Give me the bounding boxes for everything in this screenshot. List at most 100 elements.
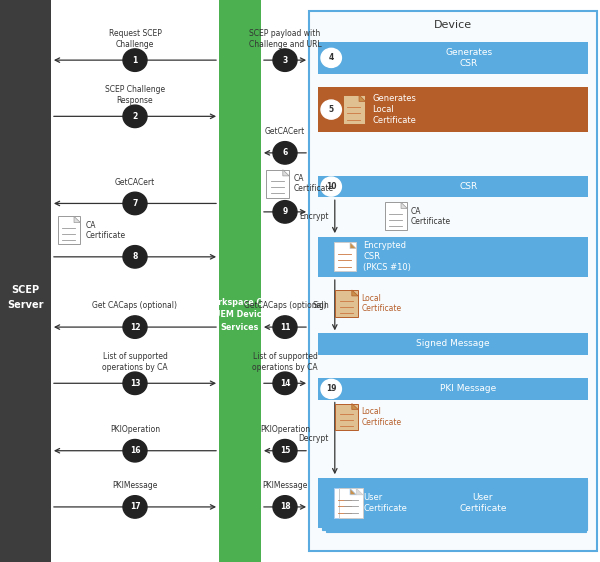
FancyBboxPatch shape <box>318 478 588 528</box>
Text: Encrypt: Encrypt <box>299 212 329 221</box>
Circle shape <box>273 49 297 71</box>
Text: GetCACert: GetCACert <box>115 178 155 187</box>
Text: CSR: CSR <box>460 182 478 191</box>
FancyBboxPatch shape <box>266 170 289 198</box>
Text: 11: 11 <box>280 323 290 332</box>
Polygon shape <box>359 95 365 101</box>
Polygon shape <box>356 488 363 495</box>
FancyBboxPatch shape <box>318 478 588 528</box>
Text: 3: 3 <box>283 56 287 65</box>
Text: 4: 4 <box>329 53 334 62</box>
Text: Workspace ONE
UEM Device
Services: Workspace ONE UEM Device Services <box>205 298 275 332</box>
Text: 1: 1 <box>133 56 137 65</box>
Text: 5: 5 <box>329 105 334 114</box>
Circle shape <box>273 496 297 518</box>
Text: Decrypt: Decrypt <box>298 434 329 443</box>
Text: Request SCEP
Challenge: Request SCEP Challenge <box>109 29 161 49</box>
FancyBboxPatch shape <box>219 0 261 562</box>
FancyBboxPatch shape <box>318 42 588 74</box>
Text: Encrypted
CSR
(PKCS #10): Encrypted CSR (PKCS #10) <box>363 241 411 273</box>
Text: CA
Certificate: CA Certificate <box>294 174 334 193</box>
Text: Device: Device <box>434 20 472 30</box>
FancyBboxPatch shape <box>318 333 588 355</box>
Text: CA
Certificate: CA Certificate <box>411 207 451 226</box>
Text: GetCACert: GetCACert <box>265 127 305 136</box>
Text: 15: 15 <box>280 446 290 455</box>
Text: SCEP
Server: SCEP Server <box>7 285 44 310</box>
Text: 14: 14 <box>280 379 290 388</box>
Text: PKIMessage: PKIMessage <box>112 481 158 490</box>
Circle shape <box>123 192 147 215</box>
Text: PKIMessage: PKIMessage <box>262 481 308 490</box>
Text: 10: 10 <box>326 182 337 191</box>
FancyBboxPatch shape <box>335 404 358 430</box>
Polygon shape <box>352 290 358 296</box>
Text: Signed Message: Signed Message <box>416 339 490 348</box>
Circle shape <box>321 177 341 196</box>
Text: Generates
Local
Certificate: Generates Local Certificate <box>372 94 416 125</box>
Text: 18: 18 <box>280 502 290 511</box>
Text: 7: 7 <box>133 199 137 208</box>
Text: User
Certificate: User Certificate <box>459 493 507 513</box>
Text: Generates
CSR: Generates CSR <box>445 48 492 68</box>
Polygon shape <box>283 170 289 176</box>
Text: PKI Message: PKI Message <box>440 384 497 393</box>
Text: Sign: Sign <box>312 301 329 310</box>
Circle shape <box>123 496 147 518</box>
FancyBboxPatch shape <box>58 216 80 244</box>
Circle shape <box>273 439 297 462</box>
FancyBboxPatch shape <box>334 488 356 518</box>
Polygon shape <box>74 216 80 223</box>
Circle shape <box>123 439 147 462</box>
Text: 12: 12 <box>130 323 140 332</box>
Circle shape <box>123 105 147 128</box>
Text: List of supported
operations by CA: List of supported operations by CA <box>252 352 318 372</box>
Text: User
Certificate: User Certificate <box>363 493 407 513</box>
Text: GetCACaps (optional): GetCACaps (optional) <box>244 301 326 310</box>
FancyBboxPatch shape <box>343 95 365 124</box>
Polygon shape <box>350 242 356 248</box>
Text: 17: 17 <box>130 502 140 511</box>
Text: PKIOperation: PKIOperation <box>110 425 160 434</box>
Circle shape <box>321 48 341 67</box>
Circle shape <box>273 142 297 164</box>
Text: 13: 13 <box>130 379 140 388</box>
Text: 6: 6 <box>283 148 287 157</box>
FancyBboxPatch shape <box>339 488 363 518</box>
FancyBboxPatch shape <box>318 87 588 132</box>
Text: Get CACaps (optional): Get CACaps (optional) <box>92 301 178 310</box>
FancyBboxPatch shape <box>309 11 597 551</box>
Circle shape <box>273 372 297 395</box>
FancyBboxPatch shape <box>318 237 588 277</box>
Circle shape <box>123 246 147 268</box>
FancyBboxPatch shape <box>318 378 588 400</box>
Text: List of supported
operations by CA: List of supported operations by CA <box>102 352 168 372</box>
Text: 16: 16 <box>130 446 140 455</box>
FancyBboxPatch shape <box>335 290 358 317</box>
Polygon shape <box>350 488 356 495</box>
Text: CA
Certificate: CA Certificate <box>86 221 126 240</box>
Text: SCEP payload with
Challenge and URL: SCEP payload with Challenge and URL <box>248 29 322 49</box>
Text: Local
Certificate: Local Certificate <box>361 407 401 427</box>
Circle shape <box>123 316 147 338</box>
Circle shape <box>273 316 297 338</box>
Text: Local
Certificate: Local Certificate <box>361 294 401 313</box>
Polygon shape <box>352 404 358 410</box>
Text: 9: 9 <box>283 207 287 216</box>
FancyBboxPatch shape <box>0 0 51 562</box>
Circle shape <box>123 372 147 395</box>
Polygon shape <box>401 202 407 209</box>
Circle shape <box>273 201 297 223</box>
Text: 2: 2 <box>133 112 137 121</box>
FancyBboxPatch shape <box>318 176 588 197</box>
Text: PKIOperation: PKIOperation <box>260 425 310 434</box>
Text: 19: 19 <box>326 384 337 393</box>
Circle shape <box>123 49 147 71</box>
FancyBboxPatch shape <box>385 202 407 230</box>
Circle shape <box>321 100 341 119</box>
FancyBboxPatch shape <box>326 482 586 532</box>
Text: 8: 8 <box>133 252 137 261</box>
Circle shape <box>321 379 341 398</box>
FancyBboxPatch shape <box>334 242 356 271</box>
Text: SCEP Challenge
Response: SCEP Challenge Response <box>105 85 165 105</box>
